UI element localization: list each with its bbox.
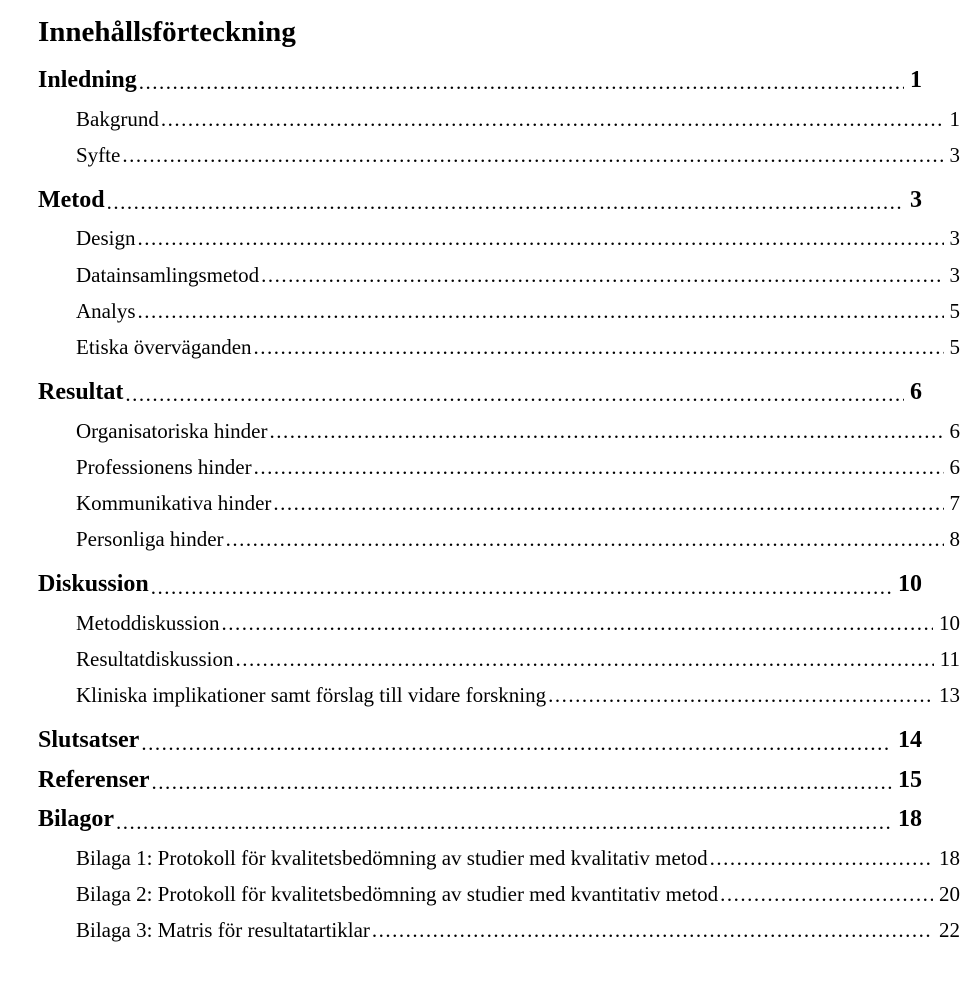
toc-entry-label: Resultatdiskussion (76, 647, 234, 671)
toc-entry-label: Bakgrund (76, 107, 159, 131)
toc-entry-label: Design (76, 226, 136, 250)
toc-entry: Analys 5 (38, 299, 960, 323)
toc-leader-dots (159, 108, 946, 131)
toc-entry-label: Organisatoriska hinder (76, 419, 267, 443)
toc-entry: Bakgrund 1 (38, 107, 960, 131)
toc-entry: Metoddiskussion 10 (38, 611, 960, 635)
toc-entry-page: 5 (946, 335, 960, 359)
toc-entry-label: Resultat (38, 379, 123, 407)
toc-entry-page: 22 (935, 918, 960, 942)
toc-entry-page: 10 (894, 571, 922, 599)
toc-entry-page: 13 (935, 683, 960, 707)
toc-leader-dots (370, 919, 935, 942)
toc-entry: Syfte 3 (38, 143, 960, 167)
toc-entry-page: 3 (946, 226, 960, 250)
toc-entry-label: Inledning (38, 67, 137, 95)
toc-entry-label: Referenser (38, 767, 150, 795)
toc-entry-label: Bilaga 1: Protokoll för kvalitetsbedömni… (76, 846, 708, 870)
toc-leader-dots (546, 684, 935, 707)
toc-entry: Diskussion 10 (38, 571, 922, 599)
toc-leader-dots (123, 384, 906, 407)
toc-leader-dots (220, 612, 935, 635)
toc-leader-dots (137, 72, 906, 95)
toc-leader-dots (120, 144, 945, 167)
toc-page: Innehållsförteckning Inledning 1Bakgrund… (0, 0, 960, 982)
toc-entry-page: 18 (935, 846, 960, 870)
toc-leader-dots (139, 732, 894, 755)
toc-entry: Bilaga 1: Protokoll för kvalitetsbedömni… (38, 846, 960, 870)
toc-entry-page: 6 (946, 455, 960, 479)
toc-leader-dots (259, 264, 945, 287)
toc-entry-label: Etiska överväganden (76, 335, 252, 359)
toc-entry-label: Metoddiskussion (76, 611, 220, 635)
toc-leader-dots (114, 811, 894, 834)
toc-entry-label: Analys (76, 299, 136, 323)
toc-entry-label: Metod (38, 187, 105, 215)
toc-entry: Bilaga 3: Matris för resultatartiklar 22 (38, 918, 960, 942)
toc-entry-page: 5 (946, 299, 960, 323)
toc-entry-page: 7 (946, 491, 960, 515)
toc-entry: Kommunikativa hinder 7 (38, 491, 960, 515)
toc-entry-label: Syfte (76, 143, 120, 167)
toc-entry-label: Kommunikativa hinder (76, 491, 271, 515)
toc-entry: Professionens hinder 6 (38, 455, 960, 479)
toc-entry: Kliniska implikationer samt förslag till… (38, 683, 960, 707)
toc-entry-page: 6 (946, 419, 960, 443)
toc-entry-page: 3 (946, 143, 960, 167)
toc-leader-dots (105, 191, 906, 214)
toc-entry: Resultat 6 (38, 379, 922, 407)
toc-leader-dots (224, 528, 946, 551)
toc-leader-dots (271, 492, 945, 515)
toc-entry: Personliga hinder 8 (38, 527, 960, 551)
toc-entry: Inledning 1 (38, 67, 922, 95)
toc-entry-label: Bilaga 3: Matris för resultatartiklar (76, 918, 370, 942)
toc-leader-dots (267, 420, 945, 443)
toc-entry: Resultatdiskussion 11 (38, 647, 960, 671)
toc-entry-page: 3 (906, 187, 922, 215)
toc-entry: Metod 3 (38, 187, 922, 215)
toc-entry-page: 1 (946, 107, 960, 131)
toc-entry-page: 1 (906, 67, 922, 95)
toc-entry-label: Kliniska implikationer samt förslag till… (76, 683, 546, 707)
toc-entry: Design 3 (38, 226, 960, 250)
toc-entry-label: Diskussion (38, 571, 149, 599)
toc-entry-label: Personliga hinder (76, 527, 224, 551)
toc-entry-label: Bilagor (38, 806, 114, 834)
toc-entry-page: 15 (894, 767, 922, 795)
toc-entry: Referenser 15 (38, 767, 922, 795)
toc-entry-page: 8 (946, 527, 960, 551)
toc-entry-page: 3 (946, 263, 960, 287)
toc-entry: Etiska överväganden 5 (38, 335, 960, 359)
toc-entry: Organisatoriska hinder 6 (38, 419, 960, 443)
page-title: Innehållsförteckning (38, 16, 922, 49)
toc-entry-page: 10 (935, 611, 960, 635)
toc-entry: Slutsatser 14 (38, 727, 922, 755)
toc-entry: Bilagor 18 (38, 806, 922, 834)
toc-leader-dots (252, 456, 946, 479)
toc-list: Inledning 1 Bakgrund 1 Syfte 3Metod 3 Desig… (38, 67, 922, 942)
toc-entry-page: 11 (936, 647, 960, 671)
toc-leader-dots (708, 847, 935, 870)
toc-entry: Datainsamlingsmetod 3 (38, 263, 960, 287)
toc-leader-dots (136, 228, 946, 251)
toc-leader-dots (136, 300, 946, 323)
toc-leader-dots (149, 576, 894, 599)
toc-entry-label: Slutsatser (38, 727, 139, 755)
toc-entry-label: Professionens hinder (76, 455, 252, 479)
toc-entry-page: 14 (894, 727, 922, 755)
toc-leader-dots (150, 771, 895, 794)
toc-entry-label: Datainsamlingsmetod (76, 263, 259, 287)
toc-entry-page: 18 (894, 806, 922, 834)
toc-leader-dots (252, 336, 946, 359)
toc-leader-dots (234, 648, 936, 671)
toc-entry-page: 6 (906, 379, 922, 407)
